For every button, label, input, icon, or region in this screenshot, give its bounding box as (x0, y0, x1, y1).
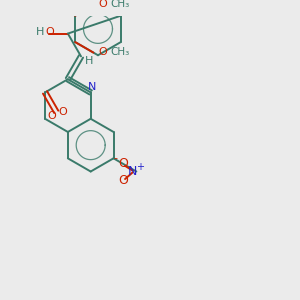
Text: CH₃: CH₃ (110, 47, 130, 57)
Text: O: O (58, 107, 67, 117)
Text: N: N (128, 165, 137, 178)
Text: O: O (98, 0, 107, 9)
Text: H: H (84, 56, 93, 66)
Text: O: O (47, 111, 56, 121)
Text: N: N (87, 82, 96, 92)
Text: O: O (98, 47, 107, 57)
Text: O: O (118, 158, 128, 170)
Text: O: O (45, 27, 54, 37)
Text: O: O (118, 174, 128, 188)
Text: -: - (114, 153, 118, 163)
Text: H: H (35, 27, 44, 37)
Text: +: + (136, 162, 144, 172)
Text: CH₃: CH₃ (110, 0, 130, 9)
